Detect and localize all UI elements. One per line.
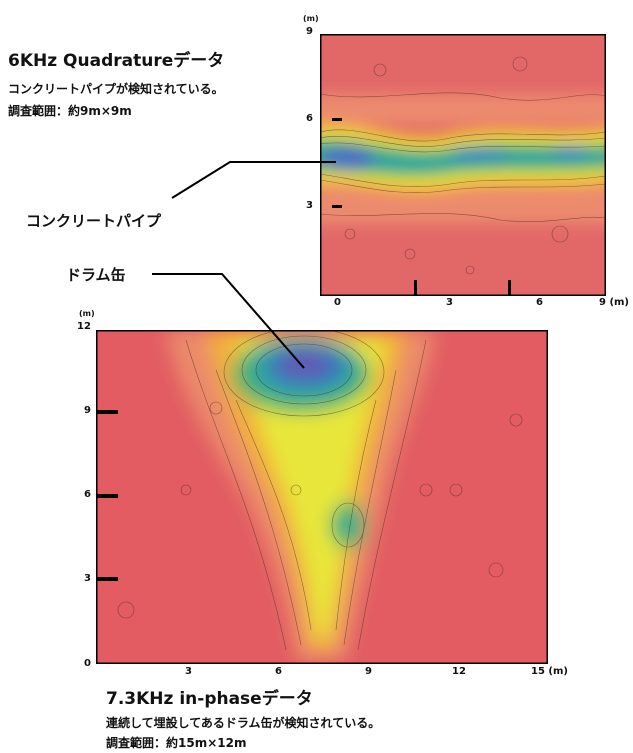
quadrature-description: コンクリートパイプが検知されている。 [8, 82, 224, 96]
pipe-leader-line [171, 161, 336, 199]
quadrature-x-unit: 9 (m) [599, 297, 629, 308]
quadrature-x-tick-0: 0 [334, 297, 341, 308]
inphase-x-tick-6: 6 [275, 666, 282, 677]
quadrature-y-tick-3: 3 [306, 200, 313, 211]
inphase-title: 7.3KHz in-phaseデータ [106, 689, 313, 709]
concrete-pipe-label: コンクリートパイプ [26, 212, 162, 230]
quadrature-x-tick-6: 6 [536, 297, 543, 308]
inphase-y-tick-9: 9 [84, 405, 91, 416]
quadrature-contour-map [320, 34, 606, 296]
quadrature-y-unit: (m) [303, 14, 319, 23]
quadrature-y-tick-9: 9 [306, 26, 313, 37]
inphase-x-unit: 15 (m) [531, 666, 568, 677]
inphase-x-tick-12: 12 [452, 666, 466, 677]
inphase-y-tick-12: 12 [77, 321, 91, 332]
inphase-y-tick-0: 0 [84, 658, 91, 669]
inphase-y-tick-6: 6 [84, 489, 91, 500]
inphase-x-tick-9: 9 [365, 666, 372, 677]
inphase-description: 連続して埋設してあるドラム缶が検知されている。 [106, 716, 381, 730]
inphase-y-unit: (m) [79, 309, 95, 318]
drum-can-label: ドラム缶 [66, 266, 126, 284]
inphase-survey-range: 調査範囲：約15m×12m [106, 736, 247, 750]
inphase-y-tick-3: 3 [84, 573, 91, 584]
inphase-contour-map [96, 330, 548, 664]
quadrature-y-tick-6: 6 [306, 113, 313, 124]
drum-leader-line [152, 273, 305, 369]
quadrature-title: 6KHz Quadratureデータ [8, 51, 225, 71]
quadrature-survey-range: 調査範囲：約9m×9m [8, 104, 132, 118]
inphase-x-tick-3: 3 [185, 666, 192, 677]
quadrature-x-tick-3: 3 [446, 297, 453, 308]
